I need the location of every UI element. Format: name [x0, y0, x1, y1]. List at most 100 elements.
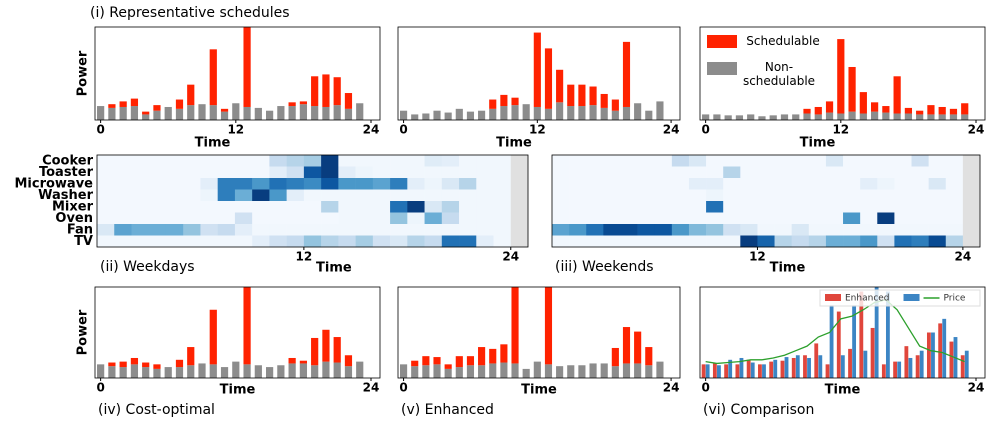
heat-cell — [303, 166, 322, 179]
bar-segment — [344, 108, 353, 120]
no-data-cell — [510, 201, 529, 213]
heat-cell — [723, 166, 741, 179]
heat-cell — [843, 166, 861, 179]
bar-segment — [108, 107, 116, 120]
heat-cell — [706, 212, 724, 225]
heat-cell — [114, 178, 132, 190]
heat-cell — [928, 224, 947, 236]
plot-area — [97, 27, 364, 120]
heat-cell — [338, 212, 356, 225]
bar-segment — [600, 363, 608, 378]
heat-cell — [131, 224, 150, 236]
bar-segment — [153, 105, 161, 111]
bar-segment — [153, 368, 161, 378]
heat-cell — [706, 235, 724, 248]
heat-cell — [620, 212, 638, 225]
heat-cell — [476, 224, 494, 236]
bar-segment — [220, 367, 229, 378]
heat-cell — [355, 224, 374, 236]
bar-segment — [656, 101, 664, 120]
bar-segment — [949, 114, 958, 120]
heat-cell — [620, 235, 638, 248]
legend-swatch — [707, 62, 737, 75]
heat-cell — [303, 178, 322, 190]
bar — [942, 318, 947, 378]
heat-cell — [252, 212, 270, 225]
heat-cell — [200, 224, 218, 236]
heat-cell — [372, 189, 391, 202]
heat-cell — [740, 155, 758, 167]
heat-cell — [286, 189, 305, 202]
bar-segment — [511, 363, 519, 378]
no-data-cell — [510, 178, 529, 190]
heat-cell — [894, 224, 912, 236]
bar-segment — [634, 331, 642, 364]
bar-segment — [187, 84, 195, 106]
heat-cell — [740, 212, 758, 225]
bar-segment — [533, 32, 541, 107]
heat-cell — [706, 166, 724, 179]
heat-cell — [390, 235, 408, 248]
heat-cell — [877, 235, 895, 248]
heat-cell — [637, 178, 656, 190]
bar-segment — [130, 364, 139, 378]
heat-cell — [303, 212, 322, 225]
bar-segment — [837, 39, 845, 114]
heat-cell — [183, 224, 201, 236]
heat-cell — [757, 155, 775, 167]
heat-cell — [303, 201, 322, 213]
bar-segment — [848, 66, 856, 112]
heat-cell — [424, 201, 443, 213]
bar-segment — [455, 367, 463, 378]
heat-cell — [183, 178, 201, 190]
no-data-cell — [962, 201, 981, 213]
bar-segment — [500, 94, 508, 107]
heat-cell — [688, 212, 707, 225]
bar-segment — [299, 104, 308, 120]
heat-cell — [114, 235, 132, 248]
heat-cell — [774, 212, 792, 225]
frame — [94, 286, 381, 379]
bar-segment — [825, 101, 834, 113]
no-data-cell — [962, 224, 981, 236]
heat-cell — [620, 224, 638, 236]
bar-segment — [578, 365, 586, 378]
heat-cell — [911, 235, 929, 248]
bar-segment — [311, 106, 319, 120]
bar-segment — [556, 366, 564, 378]
heat-cell — [355, 178, 374, 190]
heat-cell — [148, 166, 167, 179]
bar-segment — [232, 103, 240, 120]
heat-cell — [390, 178, 408, 190]
heat-cell — [860, 235, 878, 248]
heat-cell — [757, 212, 775, 225]
heat-cell — [654, 235, 673, 248]
heat-cell — [165, 155, 184, 167]
bar-segment — [544, 48, 553, 109]
heat-cell — [148, 189, 167, 202]
bar — [840, 355, 845, 378]
bar-segment — [848, 111, 856, 120]
bar-segment — [489, 348, 497, 364]
heat-cell — [148, 155, 167, 167]
heat-cell — [808, 166, 827, 179]
heat-cell — [569, 189, 587, 202]
bar-segment — [119, 106, 127, 120]
heat-cell — [114, 201, 132, 213]
heat-cell — [603, 166, 621, 179]
heat-cell — [183, 189, 201, 202]
bar-segment — [277, 106, 285, 120]
heat-cell — [338, 201, 356, 213]
heat-cell — [928, 178, 947, 190]
heat-cell — [493, 212, 512, 225]
caption: (ii) Weekdays — [100, 259, 195, 275]
heat-cell — [603, 155, 621, 167]
bar — [893, 361, 898, 378]
heat-cell — [637, 155, 656, 167]
heat-cell — [825, 235, 844, 248]
caption: (iii) Weekends — [555, 259, 654, 275]
bar — [885, 291, 890, 378]
caption: (vi) Comparison — [703, 402, 814, 418]
bar-segment — [489, 108, 497, 120]
